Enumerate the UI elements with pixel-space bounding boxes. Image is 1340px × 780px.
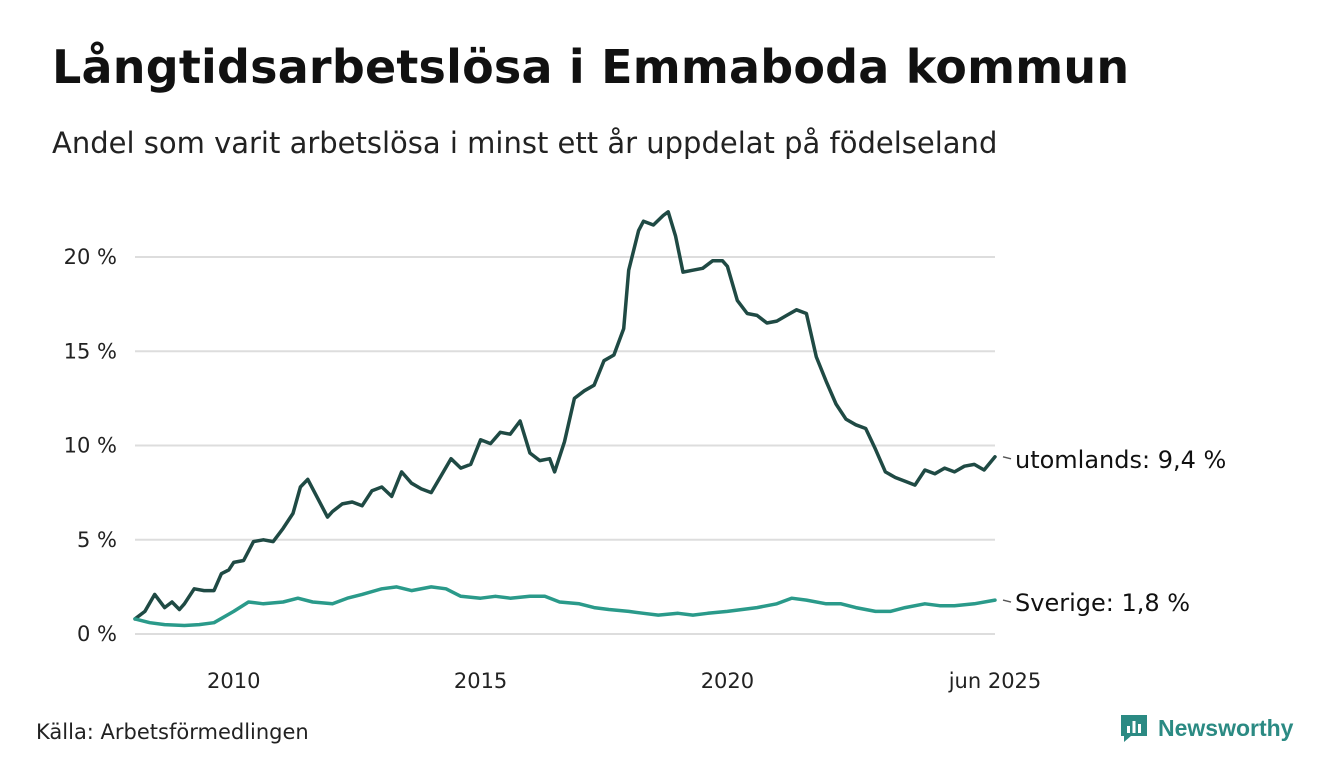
y-tick-label: 10 % bbox=[64, 434, 117, 458]
end-label-utomlands: utomlands: 9,4 % bbox=[1015, 446, 1226, 474]
end-label-sverige: Sverige: 1,8 % bbox=[1015, 589, 1190, 617]
newsworthy-logo-icon bbox=[1121, 715, 1147, 742]
x-tick-label: 2015 bbox=[454, 669, 507, 693]
series-line-utomlands bbox=[133, 210, 997, 621]
x-tick-label: jun 2025 bbox=[948, 669, 1042, 693]
y-tick-label: 20 % bbox=[64, 245, 117, 269]
y-tick-label: 5 % bbox=[77, 528, 117, 552]
series-line-sverige bbox=[133, 585, 997, 628]
end-label-connector bbox=[1002, 456, 1012, 460]
chart-title: Långtidsarbetslösa i Emmaboda kommun bbox=[52, 40, 1130, 94]
x-axis-tick-labels: 2010 2015 2020 jun 2025 bbox=[207, 669, 1041, 693]
brand-name: Newsworthy bbox=[1158, 714, 1294, 741]
series-lines bbox=[133, 210, 997, 628]
end-label-connector bbox=[1002, 599, 1012, 603]
brand-logo: Newsworthy bbox=[1118, 712, 1293, 744]
source-note: Källa: Arbetsförmedlingen bbox=[36, 720, 309, 744]
chart-subtitle: Andel som varit arbetslösa i minst ett å… bbox=[52, 126, 998, 160]
y-tick-label: 15 % bbox=[64, 339, 117, 363]
x-tick-label: 2010 bbox=[207, 669, 260, 693]
series-end-labels: utomlands: 9,4 % Sverige: 1,8 % bbox=[1002, 446, 1226, 617]
y-tick-label: 0 % bbox=[77, 622, 117, 646]
y-axis-tick-labels: 0 % 5 % 10 % 15 % 20 % bbox=[64, 245, 117, 646]
x-tick-label: 2020 bbox=[701, 669, 754, 693]
